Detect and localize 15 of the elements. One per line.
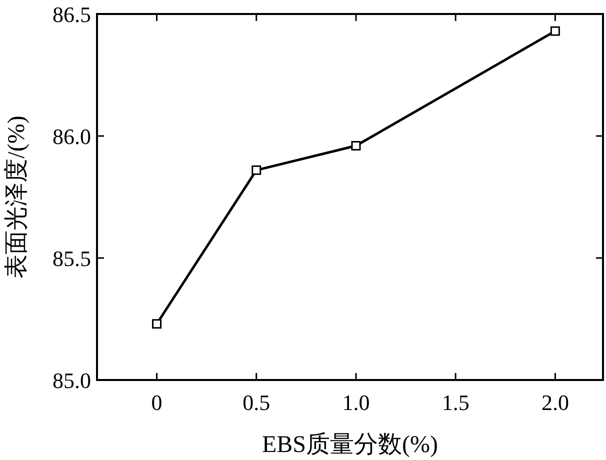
point [152,319,162,329]
y-axis-title: 表面光泽度/(%) [3,116,30,278]
y-tick-label: 86.0 [52,124,91,149]
x-tick-label: 1.5 [442,390,470,415]
y-tick-label: 85.0 [52,368,91,393]
x-tick-label: 1.0 [342,390,370,415]
x-axis-title: EBS质量分数(%) [262,432,438,458]
x-tick-label: 0 [151,390,162,415]
point [252,165,262,175]
point [351,141,361,151]
y-tick-label: 86.5 [52,2,91,27]
x-tick-label: 2.0 [541,390,569,415]
y-tick-label: 85.5 [52,246,91,271]
point [550,26,560,36]
x-tick-label: 0.5 [242,390,270,415]
